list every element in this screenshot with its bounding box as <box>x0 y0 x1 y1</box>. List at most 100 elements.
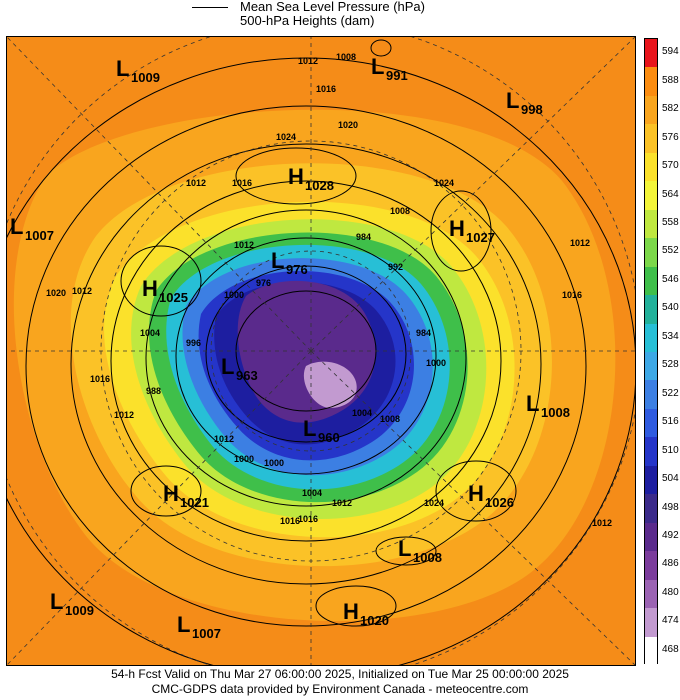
map-svg: 1012 1008 1016 1020 1024 1012 1016 1020 1012 1016… <box>6 36 636 666</box>
isobar-label: 1016 <box>298 514 318 524</box>
colorbar-segment <box>645 551 657 581</box>
pressure-value: 1021 <box>180 495 209 510</box>
isobar-label: 1012 <box>214 434 234 444</box>
pressure-value: 1026 <box>485 495 514 510</box>
high-pressure-marker: H <box>343 599 359 624</box>
pressure-value: 1009 <box>65 603 94 618</box>
low-pressure-marker: L <box>526 391 539 416</box>
colorbar-label: 528 <box>662 359 679 371</box>
colorbar-segment <box>645 124 657 154</box>
isobar-label: 1008 <box>390 206 410 216</box>
isobar-label: 1012 <box>298 56 318 66</box>
colorbar-label: 570 <box>662 160 679 172</box>
low-pressure-marker: L <box>506 88 519 113</box>
isobar-label: 992 <box>388 262 403 272</box>
high-pressure-marker: H <box>468 481 484 506</box>
colorbar-segment <box>645 465 657 495</box>
colorbar-label: 582 <box>662 103 679 115</box>
pressure-value: 991 <box>386 68 408 83</box>
isobar-label: 1012 <box>570 238 590 248</box>
isobar-label: 1000 <box>224 290 244 300</box>
colorbar-label: 516 <box>662 416 679 428</box>
pressure-value: 1007 <box>25 228 54 243</box>
low-pressure-marker: L <box>371 54 384 79</box>
low-pressure-marker: L <box>116 56 129 81</box>
isobar-label: 1004 <box>140 328 160 338</box>
colorbar-label: 576 <box>662 131 679 143</box>
colorbar-segment <box>645 238 657 268</box>
colorbar-label: 546 <box>662 273 679 285</box>
low-pressure-marker: L <box>398 536 411 561</box>
colorbar-label: 474 <box>662 615 679 627</box>
legend-line-swatch <box>192 7 228 8</box>
colorbar-label: 504 <box>662 473 679 485</box>
isobar-label: 1004 <box>352 408 372 418</box>
low-pressure-marker: L <box>271 248 284 273</box>
colorbar-segment <box>645 181 657 211</box>
isobar-label: 984 <box>416 328 431 338</box>
pressure-value: 976 <box>286 262 308 277</box>
isobar-label: 976 <box>256 278 271 288</box>
colorbar-label: 552 <box>662 245 679 257</box>
isobar-label: 1024 <box>424 498 444 508</box>
colorbar-label: 468 <box>662 643 679 655</box>
high-pressure-marker: H <box>449 216 465 241</box>
isobar-label: 1016 <box>280 516 300 526</box>
isobar-label: 1024 <box>434 178 454 188</box>
isobar-label: 1000 <box>264 458 284 468</box>
isobar-label: 1016 <box>90 374 110 384</box>
low-pressure-marker: L <box>303 416 316 441</box>
colorbar-segment <box>645 266 657 296</box>
isobar-label: 1020 <box>338 120 358 130</box>
isobar-label: 1016 <box>232 178 252 188</box>
colorbar-segment <box>645 95 657 125</box>
pressure-value: 963 <box>236 368 258 383</box>
pressure-value: 1027 <box>466 230 495 245</box>
high-pressure-marker: H <box>288 164 304 189</box>
colorbar-label: 558 <box>662 216 679 228</box>
colorbar-segment <box>645 408 657 438</box>
high-pressure-marker: H <box>142 276 158 301</box>
colorbar-segment <box>645 522 657 552</box>
forecast-map: 1012 1008 1016 1020 1024 1012 1016 1020 1012 1016… <box>6 36 636 666</box>
isobar-label: 996 <box>186 338 201 348</box>
colorbar-segment <box>645 209 657 239</box>
colorbar-segment <box>645 323 657 353</box>
pressure-value: 998 <box>521 102 543 117</box>
colorbar-segment <box>645 579 657 609</box>
isobar-label: 1012 <box>72 286 92 296</box>
low-pressure-marker: L <box>50 589 63 614</box>
colorbar-label: 594 <box>662 46 679 58</box>
legend-mslp-label: Mean Sea Level Pressure (hPa) <box>240 0 425 14</box>
valid-time-caption: 54-h Fcst Valid on Thu Mar 27 06:00:00 2… <box>111 667 569 681</box>
isobar-label: 1000 <box>234 454 254 464</box>
isobar-label: 1012 <box>332 498 352 508</box>
pressure-value: 1020 <box>360 613 389 628</box>
field-474 <box>303 361 357 408</box>
isobar-label: 1008 <box>380 414 400 424</box>
isobar-label: 1012 <box>186 178 206 188</box>
colorbar-segment <box>645 352 657 381</box>
colorbar-segment <box>645 67 657 97</box>
colorbar-segment <box>645 295 657 325</box>
colorbar-label: 492 <box>662 529 679 541</box>
colorbar-label: 486 <box>662 558 679 570</box>
low-pressure-marker: L <box>10 214 23 239</box>
low-pressure-marker: L <box>177 612 190 637</box>
colorbar-segment <box>645 608 657 638</box>
pressure-value: 1008 <box>413 550 442 565</box>
colorbar <box>644 38 658 666</box>
colorbar-label: 534 <box>662 330 679 342</box>
colorbar-label: 540 <box>662 302 679 314</box>
high-pressure-marker: H <box>163 481 179 506</box>
isobar-label: 1016 <box>316 84 336 94</box>
colorbar-label: 498 <box>662 501 679 513</box>
colorbar-label: 522 <box>662 387 679 399</box>
isobar-label: 1012 <box>114 410 134 420</box>
pressure-value: 960 <box>318 430 340 445</box>
pressure-value: 1008 <box>541 405 570 420</box>
pressure-value: 1025 <box>159 290 188 305</box>
colorbar-segment <box>645 437 657 467</box>
colorbar-label: 510 <box>662 444 679 456</box>
colorbar-segment <box>645 380 657 410</box>
